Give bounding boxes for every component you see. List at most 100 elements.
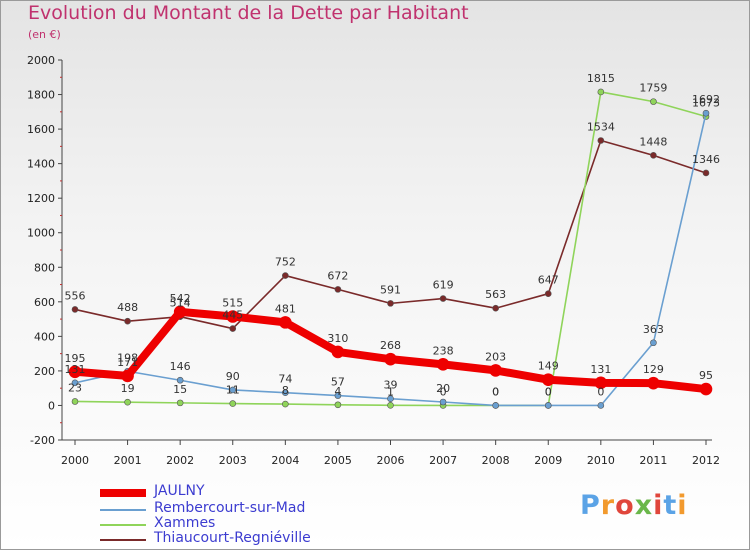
data-label: 1673 [692,96,720,109]
legend-label: Xammes [154,515,216,531]
data-label: 0 [440,385,447,398]
data-point [124,398,131,406]
legend-label: JAULNY [154,483,205,499]
x-tick-label: 2010 [587,454,615,467]
data-label: 1448 [639,135,667,148]
y-tick-label: 800 [34,261,55,274]
data-point [387,395,394,403]
data-label: 1 [387,385,394,398]
data-label: 195 [65,352,86,365]
data-label: 514 [170,297,191,310]
data-label: 1692 [692,93,720,106]
data-point [282,389,289,396]
x-tick-label: 2001 [114,454,142,467]
data-point [436,358,450,371]
data-label: 445 [222,309,243,322]
y-tick-label: 1600 [27,123,55,136]
data-point [68,365,82,379]
data-label: 19 [121,382,135,395]
legend-swatch [100,524,146,526]
data-point [71,379,79,387]
y-tick-label: 2000 [27,54,55,67]
x-tick-label: 2011 [639,454,667,467]
data-label: 619 [433,279,454,292]
data-label: 310 [327,332,348,345]
data-label: 563 [485,288,506,301]
y-tick-label: -200 [30,434,55,447]
data-point [541,373,555,387]
data-label: 39 [384,379,398,392]
legend-label: Rembercourt-sur-Mad [154,500,306,516]
data-point [173,305,187,319]
data-point [387,401,394,409]
data-label: 0 [492,385,499,398]
data-label: 0 [545,385,552,398]
data-point [544,290,552,298]
data-label: 672 [327,269,348,282]
legend-label: Thiaucourt-Regniéville [154,530,311,546]
data-label: 556 [65,289,86,302]
data-point [334,286,342,293]
data-point [492,304,499,312]
x-tick-label: 2005 [324,454,352,467]
data-point [334,401,342,409]
data-label: 131 [65,363,86,376]
x-tick-label: 2006 [377,454,405,467]
chart-subtitle: (en €) [28,28,61,41]
data-point [176,376,184,384]
data-point [650,98,657,105]
data-point [387,300,394,307]
data-label: 4 [334,385,341,398]
data-point [650,339,657,347]
data-label: 146 [170,360,191,373]
data-label: 0 [597,385,604,398]
data-label: 95 [699,369,713,382]
y-tick-label: 400 [34,330,55,343]
y-tick-label: 200 [34,365,55,378]
data-label: 238 [433,344,454,357]
data-label: 488 [117,301,138,314]
data-label: 171 [117,356,138,369]
data-point [282,400,289,408]
data-label: 198 [117,351,138,364]
data-label: 1759 [639,82,667,95]
proxiti-logo: Proxiti [580,490,688,521]
data-point [702,169,710,177]
data-point [647,376,660,390]
data-label: 20 [436,382,450,395]
data-label: 647 [538,274,559,287]
chart-title: Evolution du Montant de la Dette par Hab… [28,2,469,24]
data-point [176,399,184,407]
data-point [226,310,240,323]
x-tick-label: 2003 [219,454,247,467]
y-tick-label: 0 [48,399,55,412]
data-label: 129 [643,363,664,376]
data-point [334,392,342,399]
data-point [121,369,134,383]
data-label: 74 [278,373,292,386]
data-label: 752 [275,256,296,269]
data-label: 542 [170,292,191,305]
data-label: 8 [282,384,289,397]
data-point [331,345,345,359]
data-point [594,376,608,390]
x-tick-label: 2007 [429,454,457,467]
x-tick-label: 2002 [166,454,194,467]
data-label: 363 [643,323,664,336]
data-point [384,352,397,366]
y-tick-label: 1400 [27,158,55,171]
data-point [489,364,502,377]
data-point [279,316,292,329]
legend-swatch [100,489,146,497]
data-point [71,306,79,313]
data-point [699,382,713,396]
legend-swatch [100,509,146,511]
data-label: 268 [380,339,401,352]
data-point [492,402,499,409]
legend-swatch [100,539,146,541]
data-label: 149 [538,360,559,373]
data-point [597,402,605,409]
data-point [439,398,447,406]
data-label: 515 [222,297,243,310]
